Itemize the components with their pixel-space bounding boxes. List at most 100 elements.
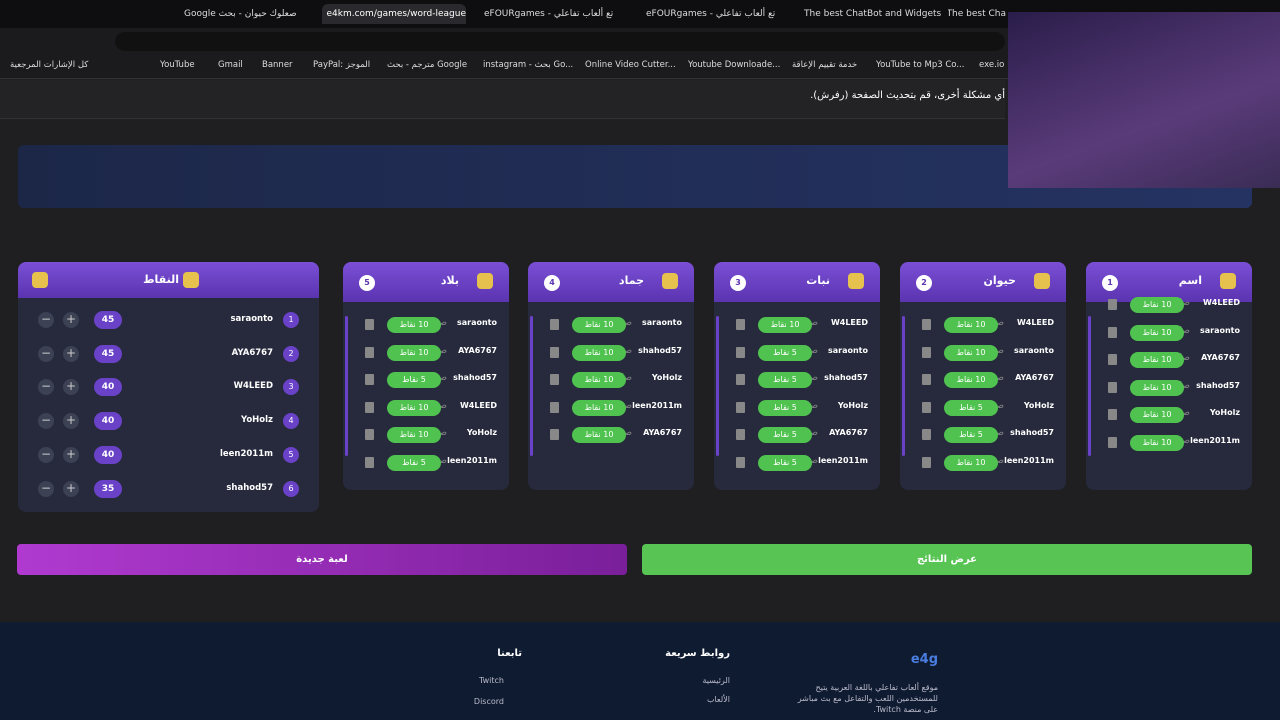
tab[interactable]: e4km.com/games/word-league xyxy=(322,4,466,24)
points-badge[interactable]: 10 نقاط xyxy=(387,317,441,333)
delete-button[interactable] xyxy=(550,346,559,358)
points-badge[interactable]: 5 نقاط xyxy=(944,399,998,416)
points-badge[interactable]: 10 نقاط xyxy=(944,317,998,333)
tab[interactable]: The best ChatBot and Widgets xyxy=(804,9,942,19)
link[interactable]: الألعاب xyxy=(706,695,730,704)
category-icon xyxy=(662,273,678,289)
bookmark[interactable]: Gmail xyxy=(218,60,243,70)
delete-button[interactable] xyxy=(922,346,931,358)
tab[interactable]: The best Cha xyxy=(948,9,1006,19)
delete-button[interactable] xyxy=(365,401,374,413)
delete-button[interactable] xyxy=(922,429,931,441)
minus-button[interactable]: − xyxy=(38,480,54,497)
points-badge[interactable]: 10 نقاط xyxy=(944,372,998,389)
new-game-button[interactable]: لعبة جديدة xyxy=(17,544,627,575)
delete-button[interactable] xyxy=(736,401,745,413)
bookmark[interactable]: PayPal: الموجز xyxy=(313,60,371,70)
delete-button[interactable] xyxy=(922,319,931,330)
delete-button[interactable] xyxy=(736,346,745,358)
points-badge[interactable]: 10 نقاط xyxy=(944,455,998,471)
delete-button[interactable] xyxy=(922,457,931,468)
bookmark[interactable]: instagram - بحث Go... xyxy=(483,60,574,70)
minus-button[interactable]: − xyxy=(38,345,54,362)
delete-button[interactable] xyxy=(1108,354,1117,366)
points-badge[interactable]: 10 نقاط xyxy=(1130,352,1184,369)
points-badge[interactable]: 10 نقاط xyxy=(1130,435,1184,451)
show-results-button[interactable]: عرض النتائج xyxy=(642,544,1252,575)
score-row: 4 YoHolz 40 + − xyxy=(28,409,309,433)
plus-button[interactable]: + xyxy=(63,480,79,497)
delete-button[interactable] xyxy=(922,401,931,413)
minus-button[interactable]: − xyxy=(38,379,54,396)
delete-button[interactable] xyxy=(1108,326,1117,338)
bookmark[interactable]: مترجم - بحث Google xyxy=(387,60,468,70)
bookmark[interactable]: YouTube xyxy=(160,60,195,70)
points-badge[interactable]: 10 نقاط xyxy=(387,427,441,444)
points-badge[interactable]: 5 نقاط xyxy=(387,455,441,471)
delete-button[interactable] xyxy=(550,429,559,441)
points-badge[interactable]: 10 نقاط xyxy=(572,344,626,361)
plus-button[interactable]: + xyxy=(63,413,79,430)
bookmark[interactable]: Banner xyxy=(262,60,293,70)
points-badge[interactable]: 5 نقاط xyxy=(758,399,812,416)
points-badge[interactable]: 10 نقاط xyxy=(758,317,812,333)
bookmark[interactable]: exe.io xyxy=(979,60,1005,70)
points-badge[interactable]: 10 نقاط xyxy=(572,399,626,416)
delete-button[interactable] xyxy=(736,429,745,441)
delete-button[interactable] xyxy=(736,374,745,386)
points-badge[interactable]: 10 نقاط xyxy=(572,427,626,444)
plus-button[interactable]: + xyxy=(63,345,79,362)
points-badge[interactable]: 10 نقاط xyxy=(572,372,626,389)
delete-button[interactable] xyxy=(365,457,374,468)
brand: e4g xyxy=(910,652,938,667)
delete-button[interactable] xyxy=(1108,409,1117,421)
rank: 1 xyxy=(283,312,299,328)
points-badge[interactable]: 5 نقاط xyxy=(758,344,812,361)
points-badge[interactable]: 5 نقاط xyxy=(758,427,812,444)
category-number: 5 xyxy=(359,275,375,291)
minus-button[interactable]: − xyxy=(38,446,54,463)
bookmark[interactable]: Youtube Downloade... xyxy=(688,60,781,70)
plus-button[interactable]: + xyxy=(63,379,79,396)
minus-button[interactable]: − xyxy=(38,312,54,328)
plus-button[interactable]: + xyxy=(63,312,79,328)
plus-button[interactable]: + xyxy=(63,446,79,463)
delete-button[interactable] xyxy=(1108,299,1117,310)
points-badge[interactable]: 10 نقاط xyxy=(1130,407,1184,424)
player-name: leen2011m xyxy=(1190,436,1240,445)
points-badge[interactable]: 5 نقاط xyxy=(387,372,441,389)
delete-button[interactable] xyxy=(736,457,745,468)
delete-button[interactable] xyxy=(550,319,559,330)
points-badge[interactable]: 10 نقاط xyxy=(1130,379,1184,396)
delete-button[interactable] xyxy=(365,374,374,386)
delete-button[interactable] xyxy=(922,374,931,386)
delete-button[interactable] xyxy=(1108,381,1117,393)
delete-button[interactable] xyxy=(365,429,374,441)
bookmark[interactable]: YouTube to Mp3 Co... xyxy=(876,60,965,70)
points-badge[interactable]: 10 نقاط xyxy=(1130,324,1184,341)
bookmark[interactable]: كل الإشارات المرجعية xyxy=(10,60,89,70)
points-badge[interactable]: 10 نقاط xyxy=(944,344,998,361)
link[interactable]: Discord xyxy=(473,697,504,706)
points-badge[interactable]: 10 نقاط xyxy=(387,344,441,361)
link[interactable]: الرئيسية xyxy=(702,676,730,685)
delete-button[interactable] xyxy=(736,319,745,330)
points-badge[interactable]: 5 نقاط xyxy=(758,455,812,471)
delete-button[interactable] xyxy=(1108,437,1117,448)
delete-button[interactable] xyxy=(365,346,374,358)
points-badge[interactable]: 10 نقاط xyxy=(387,399,441,416)
link[interactable]: Twitch xyxy=(479,676,504,685)
tab[interactable]: تع ألعاب تفاعلي - eFOURgames xyxy=(646,9,776,19)
points-badge[interactable]: 10 نقاط xyxy=(1130,297,1184,313)
bookmark[interactable]: Online Video Cutter... xyxy=(585,60,676,70)
points-badge[interactable]: 5 نقاط xyxy=(944,427,998,444)
tab[interactable]: صعلوك حيوان - بحث Google xyxy=(184,9,297,19)
minus-button[interactable]: − xyxy=(38,413,54,430)
delete-button[interactable] xyxy=(550,401,559,413)
bookmark[interactable]: خدمة تقييم الإعاقة xyxy=(792,60,858,70)
tab[interactable]: تع ألعاب تفاعلي - eFOURgames xyxy=(484,9,614,19)
delete-button[interactable] xyxy=(365,319,374,330)
points-badge[interactable]: 10 نقاط xyxy=(572,317,626,333)
delete-button[interactable] xyxy=(550,374,559,386)
points-badge[interactable]: 5 نقاط xyxy=(758,372,812,389)
